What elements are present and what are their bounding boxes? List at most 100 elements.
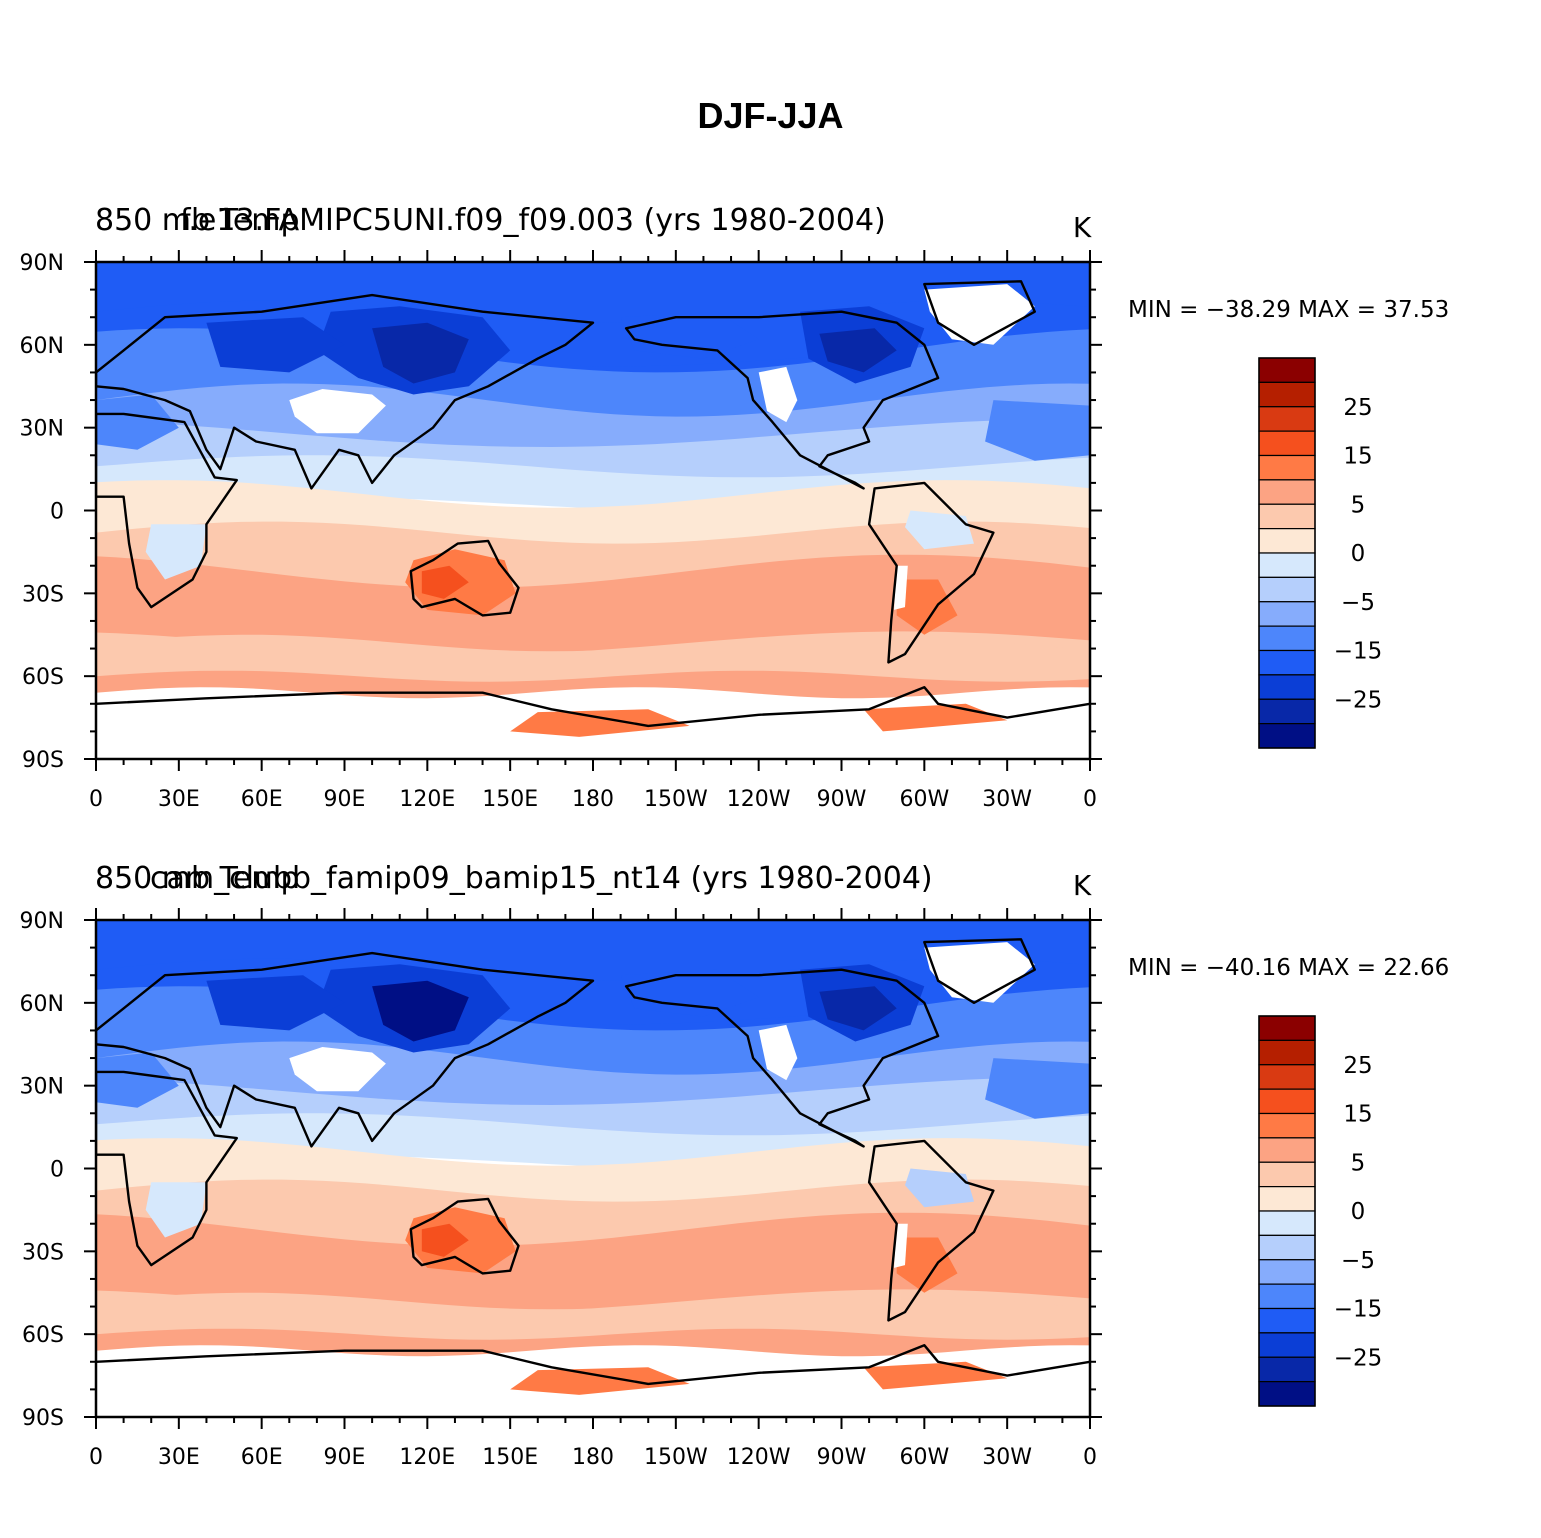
lat-label: 60N bbox=[20, 992, 64, 1017]
missing-tibet bbox=[289, 389, 386, 434]
lon-label: 60W bbox=[899, 787, 949, 812]
map-field bbox=[96, 920, 1090, 1417]
colorbar-swatch bbox=[1258, 1064, 1316, 1090]
colorbar-swatch bbox=[1258, 1332, 1316, 1358]
cool-amazon bbox=[905, 510, 974, 550]
colorbar-label: −15 bbox=[1334, 1297, 1383, 1323]
lat-label: 0 bbox=[50, 500, 64, 525]
lat-label: 90N bbox=[20, 909, 64, 934]
cold-region-alaska bbox=[620, 311, 759, 359]
coastline bbox=[96, 412, 238, 609]
lon-label: 0 bbox=[1083, 1445, 1097, 1470]
colorbar-swatch bbox=[1258, 1186, 1316, 1212]
field-band bbox=[96, 1212, 1090, 1313]
colorbar-swatch bbox=[1258, 479, 1316, 505]
colorbar-label: −15 bbox=[1334, 639, 1383, 665]
colorbar-frame bbox=[1258, 1015, 1316, 1407]
warm-antarctic-ross bbox=[510, 1367, 690, 1395]
colorbar-label: −25 bbox=[1334, 1345, 1383, 1371]
coastline bbox=[409, 539, 520, 617]
units-label: K bbox=[1073, 211, 1092, 244]
lon-label: 150W bbox=[644, 1445, 708, 1470]
main-title: DJF-JJA bbox=[697, 95, 844, 136]
coastline bbox=[96, 686, 1090, 728]
colorbar-label: 25 bbox=[1343, 395, 1372, 421]
colorbar-swatch bbox=[1258, 357, 1316, 383]
colorbar-label: 15 bbox=[1343, 1102, 1372, 1128]
colorbar-swatch bbox=[1258, 430, 1316, 457]
colorbar-swatch bbox=[1258, 552, 1316, 578]
colorbar-swatch bbox=[1258, 1137, 1316, 1163]
cold-core-siberia-inner bbox=[372, 980, 469, 1042]
colorbar-swatch bbox=[1258, 1259, 1316, 1285]
colorbar-frame bbox=[1258, 357, 1316, 749]
lat-label: 60S bbox=[22, 665, 64, 690]
colorbar-swatch bbox=[1258, 649, 1316, 676]
field-band bbox=[96, 554, 1090, 655]
lon-label: 30E bbox=[158, 1445, 200, 1470]
cold-region-atlantic bbox=[985, 1058, 1090, 1119]
colorbar-label: −5 bbox=[1341, 1248, 1375, 1274]
colorbar-label: −25 bbox=[1334, 687, 1383, 713]
colorbar-swatch bbox=[1258, 406, 1316, 432]
warm-south-america bbox=[896, 579, 958, 635]
colorbar-swatch bbox=[1258, 1234, 1316, 1261]
lat-label: 30N bbox=[20, 417, 64, 442]
missing-andes bbox=[894, 1223, 908, 1268]
coastline bbox=[923, 938, 1036, 1004]
colorbar-swatch bbox=[1258, 454, 1316, 481]
lon-label: 90E bbox=[324, 787, 366, 812]
lat-label: 90N bbox=[20, 251, 64, 276]
missing-rockies bbox=[758, 1024, 798, 1081]
lon-label: 0 bbox=[1083, 787, 1097, 812]
colorbar-swatch bbox=[1258, 1039, 1316, 1066]
lat-label: 90S bbox=[22, 748, 64, 773]
lon-label: 30W bbox=[982, 1445, 1032, 1470]
colorbar-label: 0 bbox=[1351, 1199, 1366, 1225]
colorbar-swatch bbox=[1258, 601, 1316, 627]
minmax-label: MIN = −40.16 MAX = 22.66 bbox=[1128, 955, 1449, 981]
lon-label: 90E bbox=[324, 1445, 366, 1470]
colorbar-swatch bbox=[1258, 1161, 1316, 1188]
colorbar-swatch bbox=[1258, 625, 1316, 652]
lon-label: 90W bbox=[817, 787, 867, 812]
lon-label: 60E bbox=[241, 1445, 283, 1470]
cold-core-siberia-inner bbox=[372, 322, 469, 384]
colorbar-swatch bbox=[1258, 503, 1316, 530]
map-panel-top: 850 mb Temp f.e13.FAMIPC5UNI.f09_f09.003 … bbox=[0, 195, 1541, 835]
colorbar-swatch bbox=[1258, 576, 1316, 603]
panel-left-label: 850 mb Temp bbox=[95, 861, 300, 896]
coastline bbox=[96, 951, 595, 1148]
coastline bbox=[96, 1070, 238, 1267]
lat-label: 0 bbox=[50, 1158, 64, 1183]
lon-label: 90W bbox=[817, 1445, 867, 1470]
lat-label: 60N bbox=[20, 334, 64, 359]
colorbar-swatch bbox=[1258, 528, 1316, 554]
colorbar-label: 5 bbox=[1351, 1150, 1366, 1176]
coastline bbox=[923, 280, 1036, 346]
lon-label: 150W bbox=[644, 787, 708, 812]
coastline bbox=[409, 1197, 520, 1275]
missing-tibet bbox=[289, 1047, 386, 1092]
colorbar-swatch bbox=[1258, 1381, 1316, 1407]
cool-amazon bbox=[905, 1168, 974, 1208]
lon-label: 150E bbox=[482, 787, 538, 812]
missing-greenland bbox=[924, 284, 1035, 345]
map-panel-bottom: 850 mb Temp cam_clubb_famip09_bamip15_nt1… bbox=[0, 853, 1541, 1493]
missing-rockies bbox=[758, 366, 798, 423]
coastline bbox=[624, 310, 940, 490]
minmax-label: MIN = −38.29 MAX = 37.53 bbox=[1128, 297, 1449, 323]
coastline bbox=[624, 968, 940, 1148]
panel-center-label: cam_clubb_famip09_bamip15_nt14 (yrs 1980… bbox=[150, 861, 933, 896]
cool-africa bbox=[145, 524, 207, 580]
lat-label: 30S bbox=[22, 582, 64, 607]
lon-label: 120W bbox=[727, 787, 791, 812]
lon-label: 180 bbox=[572, 787, 614, 812]
colorbar-label: 0 bbox=[1351, 541, 1366, 567]
warm-australia-core bbox=[421, 565, 469, 599]
coastline bbox=[867, 1139, 995, 1322]
lat-label: 30N bbox=[20, 1075, 64, 1100]
colorbar-swatch bbox=[1258, 1112, 1316, 1139]
colorbar-swatch bbox=[1258, 723, 1316, 749]
colorbar-label: −5 bbox=[1341, 590, 1375, 616]
